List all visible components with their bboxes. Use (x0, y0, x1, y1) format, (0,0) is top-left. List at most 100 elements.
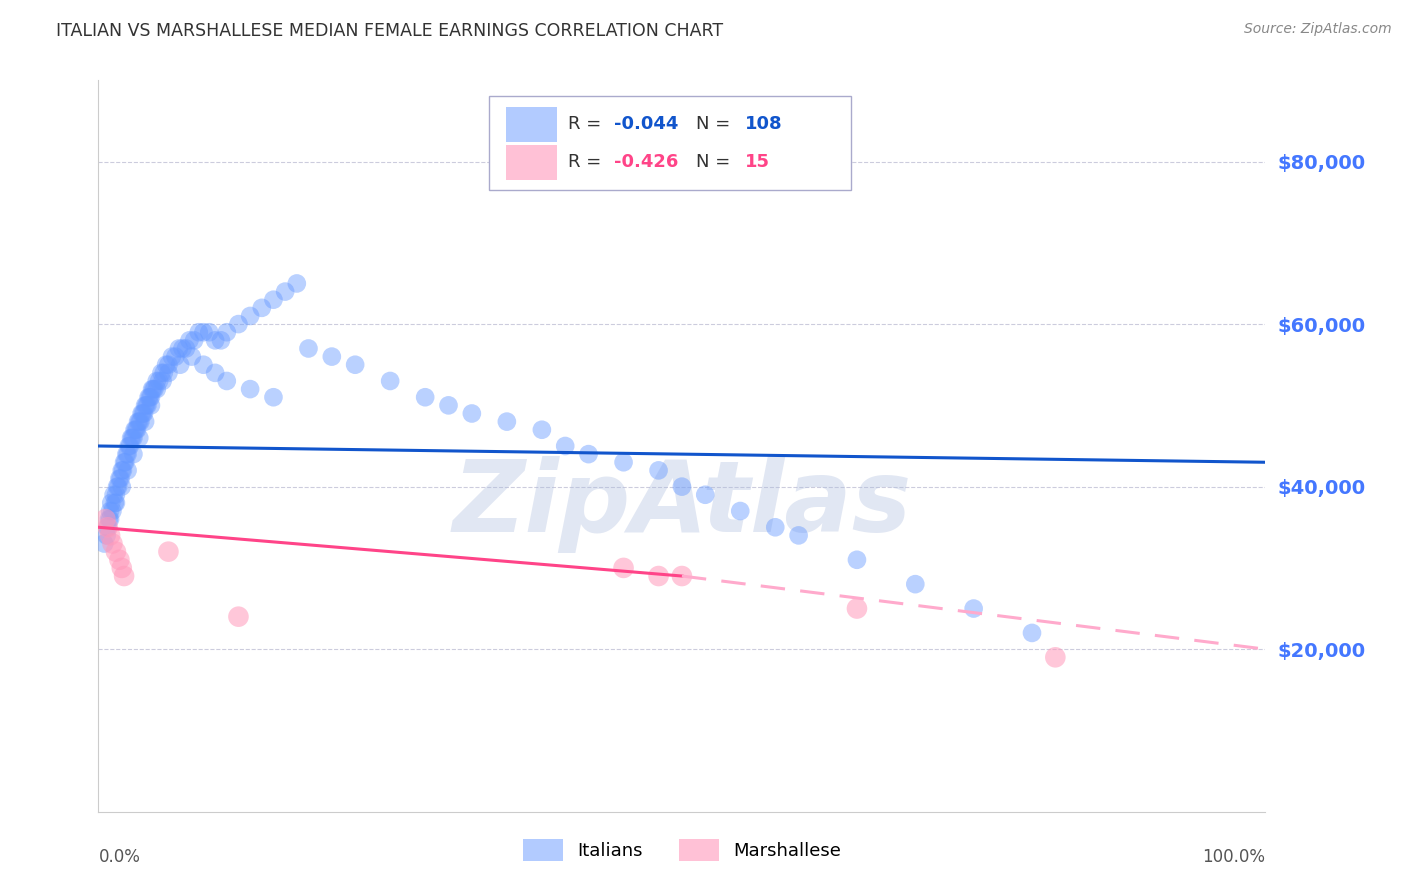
Point (554, 439, 576, 453)
Point (104, 488, 127, 502)
Point (174, 342, 197, 356)
Point (215, 374, 238, 388)
Point (846, 553, 869, 567)
Point (98, 528, 121, 542)
Point (167, 342, 190, 356)
Text: 15: 15 (745, 153, 770, 171)
Point (129, 415, 152, 429)
Point (157, 366, 180, 380)
Text: ZipAtlas: ZipAtlas (453, 456, 911, 553)
Point (344, 358, 367, 372)
Point (142, 382, 165, 396)
Text: N =: N = (696, 153, 735, 171)
Point (117, 447, 139, 461)
Point (183, 334, 205, 348)
Point (146, 382, 169, 396)
Point (125, 423, 148, 437)
Point (139, 398, 162, 412)
Point (160, 350, 183, 364)
Point (530, 423, 553, 437)
Point (121, 431, 143, 445)
Point (101, 504, 124, 518)
Point (787, 528, 810, 542)
Point (297, 342, 319, 356)
Point (285, 277, 308, 291)
Point (204, 334, 226, 348)
Point (198, 325, 221, 339)
Text: -0.426: -0.426 (614, 153, 679, 171)
Point (132, 407, 155, 421)
Point (228, 317, 250, 331)
Text: R =: R = (568, 115, 606, 133)
Point (97, 520, 120, 534)
Point (148, 374, 170, 388)
Point (94, 512, 117, 526)
Point (496, 415, 519, 429)
Point (647, 463, 669, 477)
Point (128, 431, 150, 445)
Point (671, 569, 693, 583)
Point (118, 439, 141, 453)
Point (763, 520, 786, 534)
Point (112, 569, 135, 583)
Point (262, 390, 284, 404)
Point (108, 553, 131, 567)
Point (169, 358, 191, 372)
Point (110, 471, 132, 485)
Point (461, 407, 484, 421)
Point (730, 504, 752, 518)
Point (117, 463, 139, 477)
Point (155, 358, 177, 372)
Point (152, 374, 174, 388)
Point (613, 561, 636, 575)
Point (250, 301, 273, 315)
Point (262, 293, 284, 307)
Point (139, 390, 162, 404)
Point (111, 561, 134, 575)
Point (104, 496, 127, 510)
Point (647, 569, 669, 583)
Point (613, 455, 636, 469)
Point (122, 431, 145, 445)
Point (180, 350, 202, 364)
Point (114, 455, 136, 469)
Point (179, 334, 201, 348)
FancyBboxPatch shape (489, 96, 851, 190)
Point (962, 601, 984, 615)
Point (96, 528, 118, 542)
Text: Source: ZipAtlas.com: Source: ZipAtlas.com (1244, 22, 1392, 37)
Point (1045, 650, 1067, 665)
Point (111, 463, 134, 477)
Point (138, 390, 160, 404)
Point (120, 431, 142, 445)
Point (125, 423, 148, 437)
Point (115, 447, 138, 461)
Point (204, 366, 226, 380)
Point (695, 488, 717, 502)
Text: 108: 108 (745, 115, 783, 133)
Point (904, 577, 927, 591)
Text: N =: N = (696, 115, 735, 133)
FancyBboxPatch shape (506, 145, 557, 179)
Point (134, 415, 156, 429)
Point (157, 544, 180, 558)
Point (274, 285, 297, 299)
Point (107, 480, 129, 494)
Point (124, 423, 146, 437)
Point (136, 398, 159, 412)
Point (98, 504, 121, 518)
Point (413, 390, 436, 404)
Text: 0.0%: 0.0% (98, 848, 141, 866)
Point (105, 480, 128, 494)
Point (209, 334, 232, 348)
Point (239, 309, 262, 323)
Legend: Italians, Marshallese: Italians, Marshallese (516, 832, 848, 869)
Point (100, 496, 122, 510)
Point (104, 544, 127, 558)
Point (132, 407, 155, 421)
Point (93, 536, 115, 550)
Point (101, 536, 124, 550)
Point (104, 496, 127, 510)
Point (141, 382, 163, 396)
Point (1021, 626, 1043, 640)
